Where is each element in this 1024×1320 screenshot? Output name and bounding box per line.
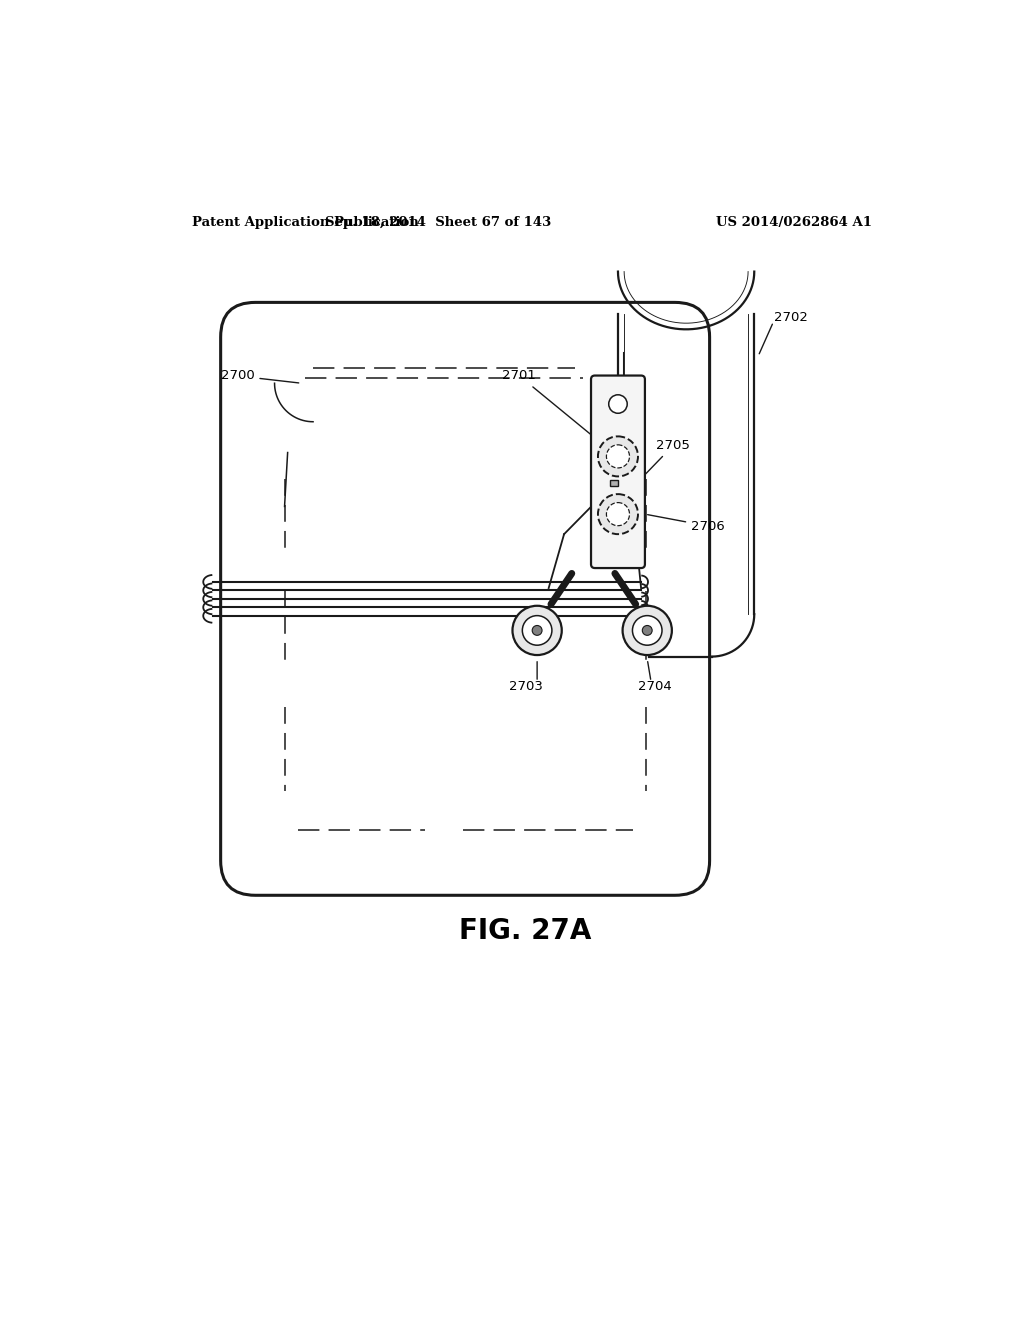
Circle shape (598, 494, 638, 535)
Circle shape (606, 503, 630, 525)
FancyBboxPatch shape (591, 376, 645, 568)
Circle shape (608, 395, 628, 413)
Bar (610, 480, 617, 486)
Text: Sep. 18, 2014  Sheet 67 of 143: Sep. 18, 2014 Sheet 67 of 143 (326, 216, 552, 230)
Circle shape (642, 626, 652, 635)
Text: 2705: 2705 (620, 438, 690, 500)
Text: US 2014/0262864 A1: US 2014/0262864 A1 (716, 216, 871, 230)
Circle shape (532, 626, 542, 635)
Circle shape (598, 437, 638, 477)
Circle shape (512, 606, 562, 655)
Text: 2701: 2701 (503, 370, 597, 440)
Circle shape (623, 606, 672, 655)
FancyBboxPatch shape (220, 302, 710, 895)
Text: 2703: 2703 (509, 680, 543, 693)
Text: 2700: 2700 (220, 370, 299, 383)
Circle shape (633, 615, 662, 645)
Circle shape (606, 445, 630, 469)
Text: 2702: 2702 (773, 312, 807, 325)
Circle shape (522, 615, 552, 645)
Text: 2704: 2704 (638, 680, 672, 693)
Text: FIG. 27A: FIG. 27A (459, 917, 591, 945)
Text: 2706: 2706 (647, 515, 725, 532)
Text: Patent Application Publication: Patent Application Publication (193, 216, 419, 230)
